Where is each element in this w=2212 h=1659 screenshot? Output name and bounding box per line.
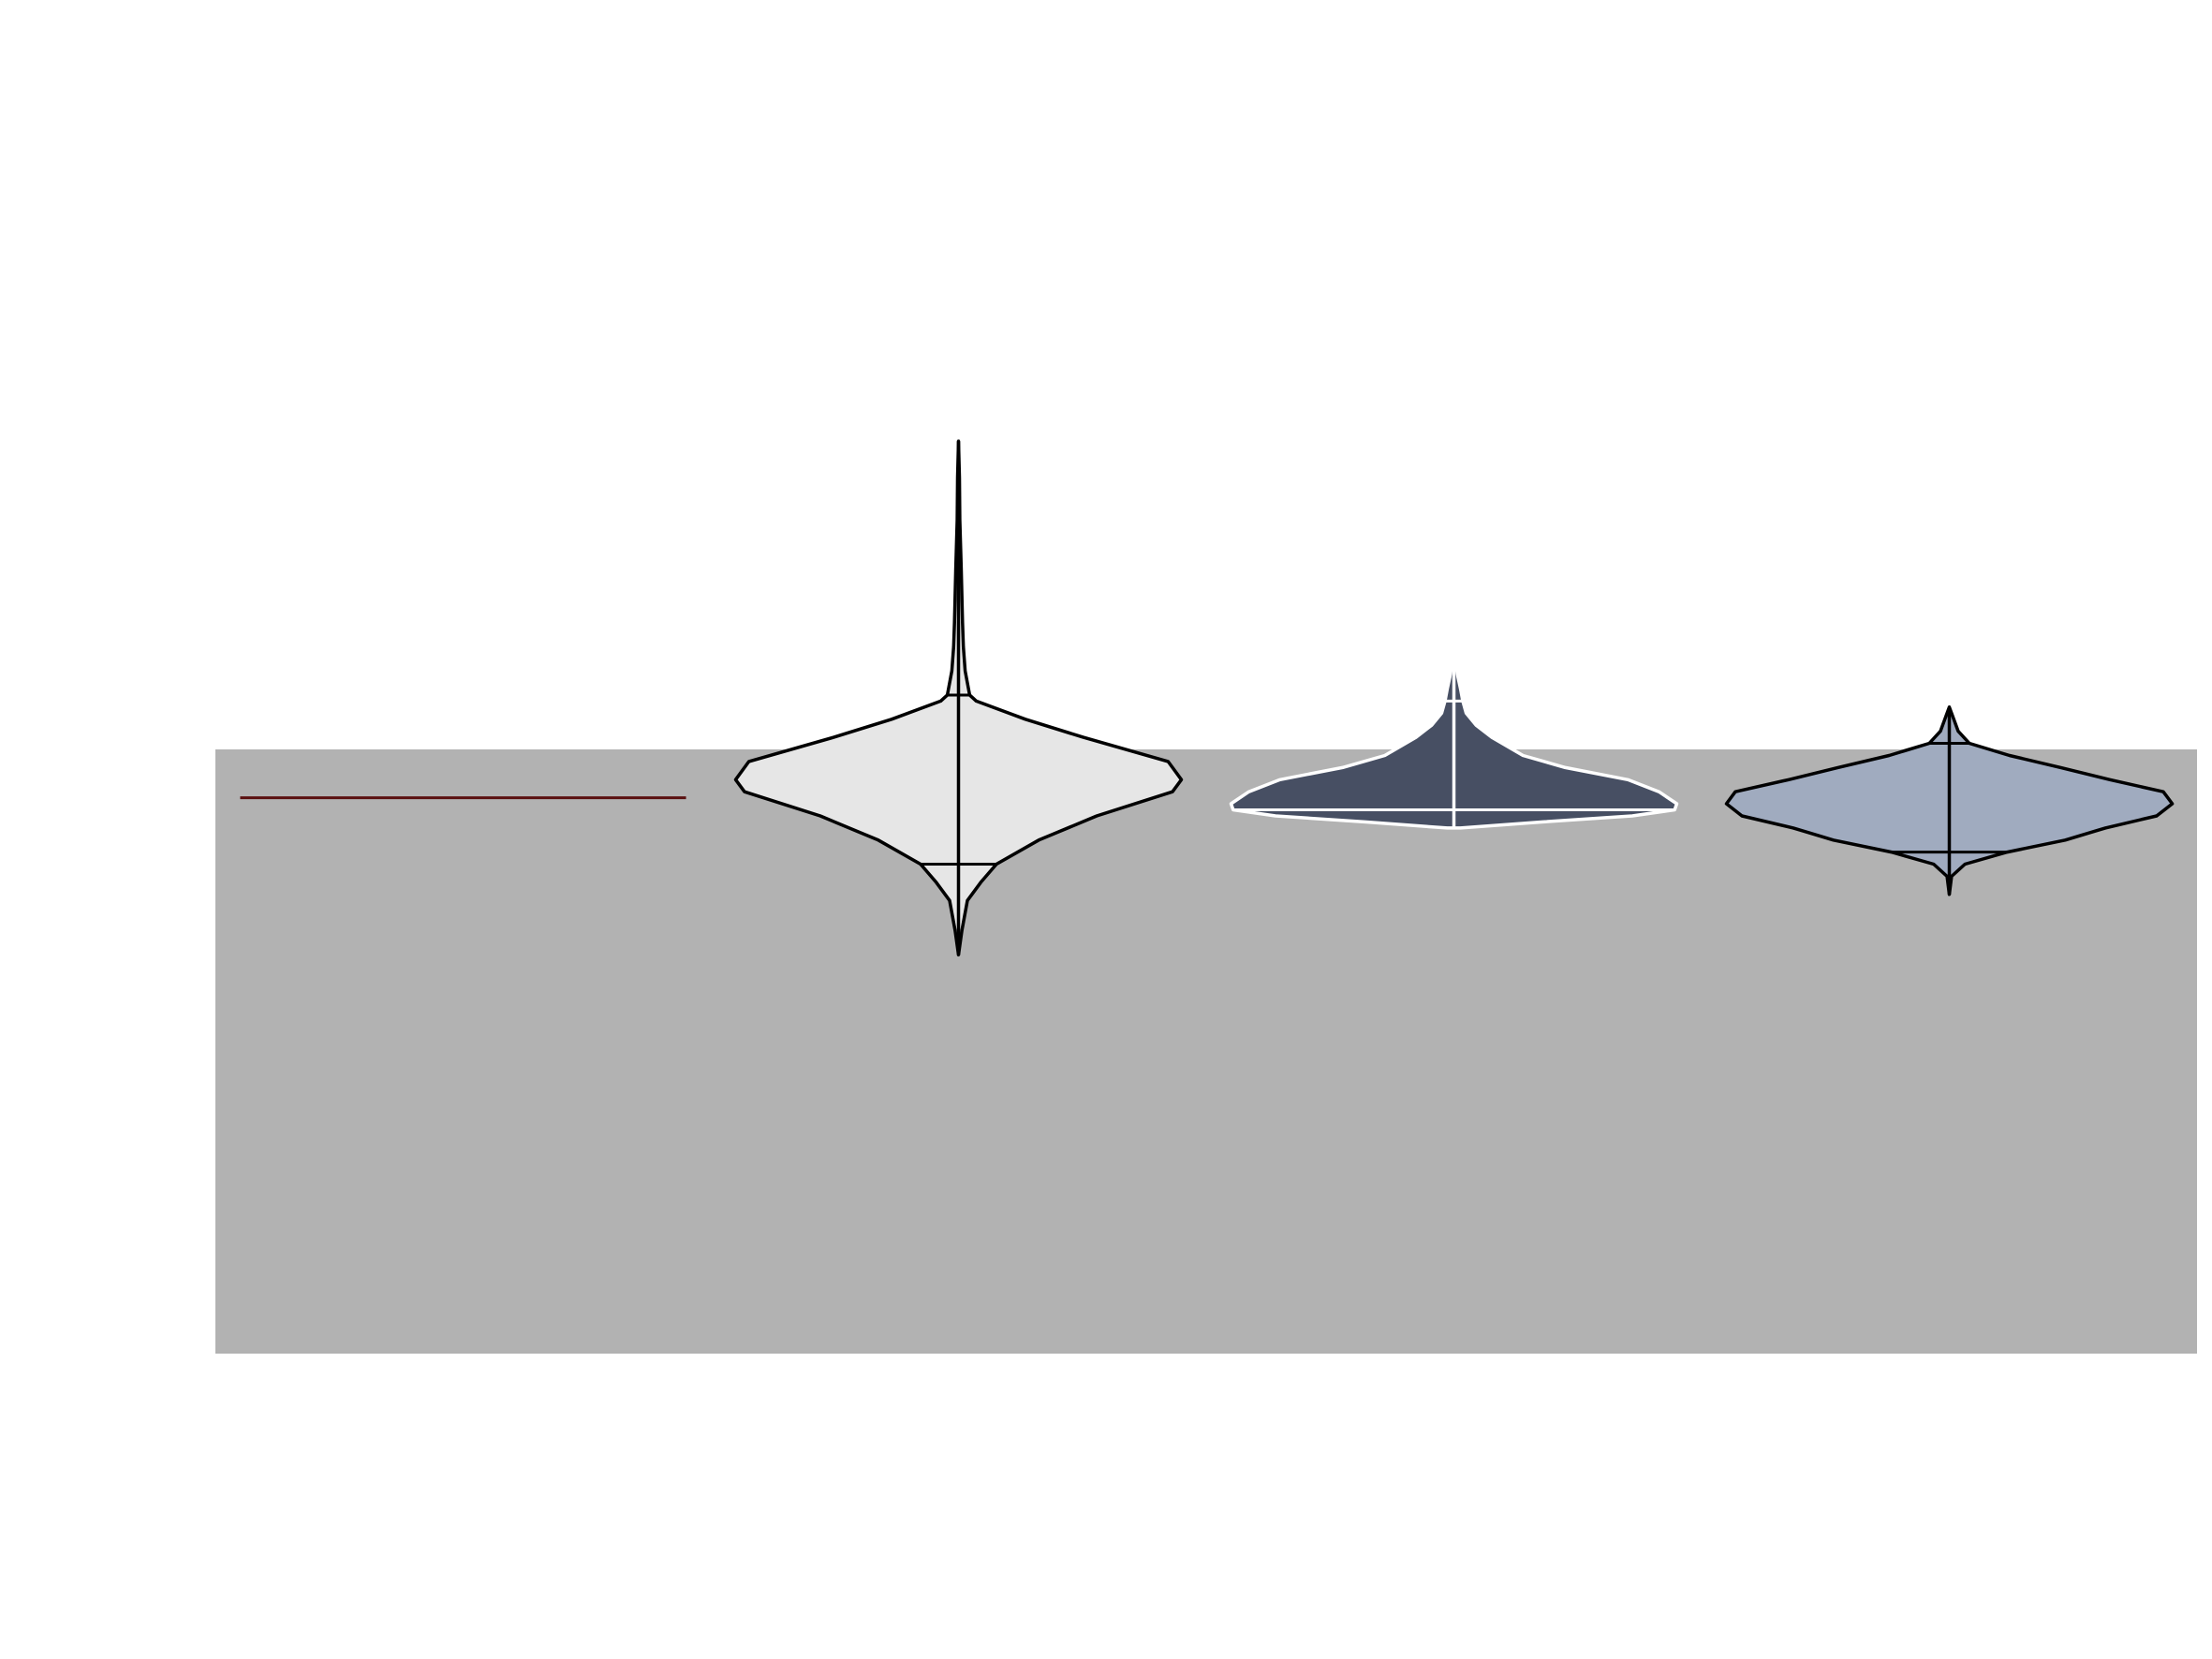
plot-area	[215, 439, 2197, 1354]
negative-region-band	[215, 749, 2197, 1354]
